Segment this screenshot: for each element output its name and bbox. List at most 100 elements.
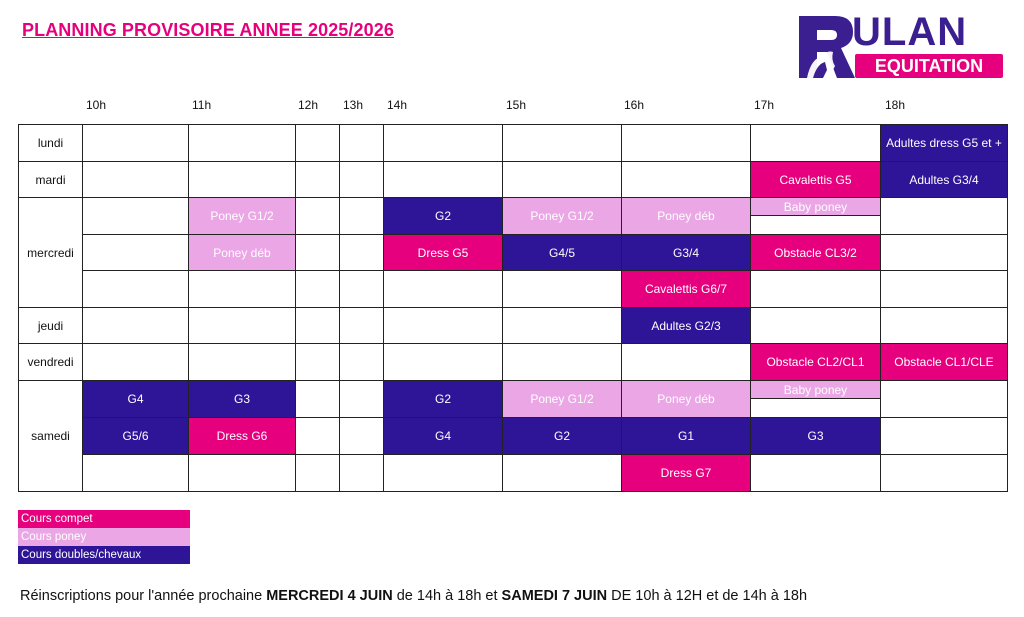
- day-jeudi: jeudi: [18, 307, 83, 344]
- hour-18: 18h: [885, 98, 906, 112]
- slot-empty: [339, 454, 384, 492]
- slot-empty: [383, 270, 503, 308]
- course-slot: G2: [383, 380, 503, 418]
- slot-empty: [383, 454, 503, 492]
- course-slot: Obstacle CL3/2: [750, 234, 881, 271]
- slot-empty: [188, 454, 296, 492]
- slot-empty: [82, 234, 189, 271]
- course-slot: G1: [621, 417, 751, 455]
- slot-empty: [339, 234, 384, 271]
- slot-empty: [502, 307, 622, 344]
- slot-empty: [880, 270, 1008, 308]
- note-text-1: Réinscriptions pour l'année prochaine: [20, 588, 267, 604]
- hour-14: 14h: [387, 98, 408, 112]
- slot-empty: [339, 161, 384, 198]
- slot-empty: [621, 124, 751, 162]
- slot-empty: [82, 197, 189, 235]
- slot-empty: [880, 417, 1008, 455]
- slot-empty: [82, 270, 189, 308]
- slot-empty: [295, 380, 340, 418]
- slot-empty: [295, 343, 340, 381]
- course-slot: G5/6: [82, 417, 189, 455]
- slot-empty: [339, 417, 384, 455]
- slot-empty: [295, 161, 340, 198]
- page-title: PLANNING PROVISOIRE ANNEE 2025/2026: [22, 20, 394, 40]
- slot-empty: [339, 380, 384, 418]
- slot-empty: [750, 270, 881, 308]
- course-slot: Dress G5: [383, 234, 503, 271]
- slot-empty: [502, 454, 622, 492]
- slot-empty: [295, 454, 340, 492]
- slot-empty: [339, 307, 384, 344]
- course-slot: Poney déb: [621, 380, 751, 418]
- slot-empty: [188, 124, 296, 162]
- slot-empty: [188, 343, 296, 381]
- course-slot: Adultes G2/3: [621, 307, 751, 344]
- course-slot: G4: [82, 380, 189, 418]
- note-date-1: MERCREDI 4 JUIN: [266, 588, 393, 604]
- course-slot: G4: [383, 417, 503, 455]
- day-lundi: lundi: [18, 124, 83, 162]
- legend: Cours compet Cours poney Cours doubles/c…: [18, 510, 190, 564]
- slot-empty: [502, 270, 622, 308]
- slot-empty: [339, 197, 384, 235]
- slot-empty: [502, 161, 622, 198]
- day-mercredi: mercredi: [18, 197, 83, 308]
- slot-empty: [383, 307, 503, 344]
- slot-empty: [295, 417, 340, 455]
- slot-empty: [880, 234, 1008, 271]
- slot-empty: [383, 124, 503, 162]
- course-slot: Poney G1/2: [188, 197, 296, 235]
- course-slot: G3: [188, 380, 296, 418]
- slot-empty: [188, 270, 296, 308]
- hour-16: 16h: [624, 98, 645, 112]
- note-text-3: DE 10h à 12H et de 14h à 18h: [607, 588, 808, 604]
- slot-empty: [750, 124, 881, 162]
- logo-word-bottom: EQUITATION: [855, 54, 1003, 78]
- slot-empty: [502, 124, 622, 162]
- hour-13: 13h: [343, 98, 364, 112]
- legend-double: Cours doubles/chevaux: [18, 546, 190, 564]
- slot-empty: [82, 307, 189, 344]
- slot-empty: [621, 343, 751, 381]
- slot-empty: [880, 380, 1008, 418]
- course-slot: G3: [750, 417, 881, 455]
- slot-empty: [880, 197, 1008, 235]
- slot-empty: [880, 454, 1008, 492]
- slot-empty: [295, 234, 340, 271]
- rider-logo-icon: [799, 16, 855, 78]
- slot-empty: [82, 343, 189, 381]
- course-slot: Poney déb: [188, 234, 296, 271]
- note-text-2: de 14h à 18h et: [392, 588, 502, 604]
- hour-15: 15h: [506, 98, 527, 112]
- course-slot: Baby poney: [750, 197, 881, 216]
- slot-empty: [502, 343, 622, 381]
- slot-empty: [339, 270, 384, 308]
- course-slot: G4/5: [502, 234, 622, 271]
- course-slot: Poney G1/2: [502, 197, 622, 235]
- slot-empty: [621, 161, 751, 198]
- course-slot: G3/4: [621, 234, 751, 271]
- slot-empty: [750, 307, 881, 344]
- course-slot: Obstacle CL1/CLE: [880, 343, 1008, 381]
- course-slot: Adultes G3/4: [880, 161, 1008, 198]
- course-slot: G2: [383, 197, 503, 235]
- course-slot: Adultes dress G5 et +: [880, 124, 1008, 162]
- slot-empty: [383, 161, 503, 198]
- hour-10: 10h: [86, 98, 107, 112]
- course-slot: Cavalettis G6/7: [621, 270, 751, 308]
- slot-empty: [295, 307, 340, 344]
- slot-empty: [339, 343, 384, 381]
- hour-11: 11h: [192, 98, 212, 112]
- note-date-2: SAMEDI 7 JUIN: [501, 588, 608, 604]
- slot-empty: [339, 124, 384, 162]
- reinscription-note: Réinscriptions pour l'année prochaine ME…: [20, 588, 807, 604]
- legend-compet: Cours compet: [18, 510, 190, 528]
- hour-12: 12h: [298, 98, 319, 112]
- course-slot: Dress G6: [188, 417, 296, 455]
- rulan-logo: ULAN EQUITATION: [797, 10, 1005, 80]
- schedule-table: lundi mardi mercredi jeudi vendredi same…: [18, 124, 1008, 492]
- slot-empty: [750, 215, 881, 235]
- course-slot: Obstacle CL2/CL1: [750, 343, 881, 381]
- slot-empty: [750, 398, 881, 418]
